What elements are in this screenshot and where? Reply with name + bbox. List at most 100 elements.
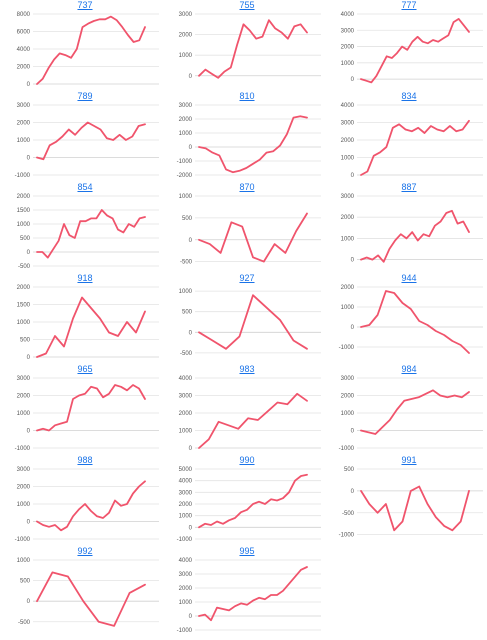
y-tick-label: 2000 — [17, 285, 31, 291]
chart-title-link[interactable]: 991 — [401, 455, 417, 465]
y-tick-label: -500 — [18, 264, 31, 270]
y-tick-label: 3000 — [179, 490, 193, 496]
chart-title-link[interactable]: 984 — [401, 364, 417, 374]
y-tick-label: 2000 — [17, 394, 31, 400]
chart-title-link[interactable]: 988 — [77, 455, 93, 465]
chart-title-link[interactable]: 887 — [401, 182, 417, 192]
y-tick-label: 1000 — [179, 514, 193, 520]
y-tick-label: 3000 — [179, 12, 193, 18]
y-tick-label: 4000 — [179, 558, 193, 564]
y-tick-label: 0 — [189, 74, 193, 80]
line-chart: 3000 2000 1000 0 — [179, 12, 321, 80]
chart-panel-810: 810 3000 2000 1000 0 -1000 -2000 — [167, 91, 327, 181]
y-tick-label: 0 — [27, 82, 31, 88]
y-tick-label: 1000 — [179, 131, 193, 137]
y-tick-label: 0 — [189, 330, 193, 336]
series-line — [198, 294, 308, 350]
y-tick-label: 2000 — [179, 586, 193, 592]
y-tick-label: 2000 — [17, 194, 31, 200]
chart-title-link[interactable]: 927 — [239, 273, 255, 283]
y-tick-label: 2000 — [341, 215, 355, 221]
chart-title-link[interactable]: 918 — [77, 273, 93, 283]
y-tick-label: 1000 — [179, 289, 193, 295]
series-line — [36, 296, 146, 358]
y-tick-label: -1000 — [177, 628, 193, 634]
series-line — [360, 389, 470, 435]
y-tick-label: 6000 — [17, 30, 31, 36]
series-line — [36, 571, 146, 627]
chart-title-link[interactable]: 737 — [77, 0, 93, 10]
y-tick-label: 1000 — [341, 61, 355, 67]
y-tick-label: 4000 — [179, 376, 193, 382]
y-tick-label: 1000 — [341, 236, 355, 242]
y-tick-label: -500 — [18, 620, 31, 626]
chart-title-link[interactable]: 944 — [401, 273, 417, 283]
chart-panel-965: 965 3000 2000 1000 0 -1000 — [5, 364, 165, 454]
y-tick-label: 2000 — [179, 502, 193, 508]
y-tick-label: -1000 — [177, 159, 193, 165]
y-tick-label: 4000 — [17, 47, 31, 53]
series-line — [36, 384, 146, 432]
y-tick-label: 0 — [351, 258, 355, 264]
line-chart: 8000 6000 4000 2000 0 — [17, 12, 159, 88]
chart-title-link[interactable]: 992 — [77, 546, 93, 556]
y-tick-label: -1000 — [15, 173, 31, 179]
chart-title-link[interactable]: 834 — [401, 91, 417, 101]
line-chart: 2000 1500 1000 500 0 — [17, 285, 159, 361]
y-tick-label: 1000 — [179, 53, 193, 59]
y-tick-label: 0 — [351, 429, 355, 435]
series-line — [360, 209, 470, 263]
y-tick-label: 4000 — [341, 12, 355, 18]
line-chart: 2000 1000 0 -1000 — [339, 285, 483, 354]
chart-title-link[interactable]: 755 — [239, 0, 255, 10]
chart-panel-789: 789 3000 2000 1000 0 -1000 — [5, 91, 165, 181]
chart-panel-991: 991 500 0 -500 -1000 — [329, 455, 487, 545]
y-tick-label: 1500 — [17, 208, 31, 214]
y-tick-label: 0 — [27, 355, 31, 361]
chart-panel-988: 988 3000 2000 1000 0 -1000 — [5, 455, 165, 545]
y-tick-label: -1000 — [339, 345, 355, 351]
chart-title-link[interactable]: 983 — [239, 364, 255, 374]
chart-title-link[interactable]: 777 — [401, 0, 417, 10]
y-tick-label: 1000 — [17, 411, 31, 417]
y-tick-label: 3000 — [179, 572, 193, 578]
y-tick-label: -500 — [180, 260, 193, 266]
y-tick-label: 3000 — [17, 376, 31, 382]
line-chart: 500 0 -500 -1000 — [339, 467, 483, 539]
y-tick-label: 1000 — [179, 429, 193, 435]
y-tick-label: 500 — [20, 236, 31, 242]
chart-title-link[interactable]: 995 — [239, 546, 255, 556]
y-tick-label: 2000 — [341, 45, 355, 51]
chart-panel-737: 737 8000 6000 4000 2000 0 — [5, 0, 165, 90]
y-tick-label: 2000 — [17, 121, 31, 127]
chart-title-link[interactable]: 965 — [77, 364, 93, 374]
y-tick-label: 1000 — [17, 222, 31, 228]
y-tick-label: 1000 — [341, 156, 355, 162]
y-tick-label: 1000 — [17, 138, 31, 144]
chart-panel-854: 854 2000 1500 1000 500 0 -500 — [5, 182, 165, 272]
y-tick-label: 0 — [27, 250, 31, 256]
chart-panel-984: 984 3000 2000 1000 0 -1000 — [329, 364, 487, 454]
y-tick-label: 500 — [182, 216, 193, 222]
series-line — [198, 566, 308, 622]
line-chart: 5000 4000 3000 2000 1000 0 -1000 — [177, 467, 321, 543]
y-tick-label: 0 — [27, 429, 31, 435]
y-tick-label: -500 — [342, 511, 355, 517]
chart-title-link[interactable]: 789 — [77, 91, 93, 101]
chart-title-link[interactable]: 870 — [239, 182, 255, 192]
chart-panel-944: 944 2000 1000 0 -1000 — [329, 273, 487, 363]
y-tick-label: 0 — [351, 325, 355, 331]
line-chart: 4000 3000 2000 1000 0 — [179, 376, 321, 452]
y-tick-label: 2000 — [17, 485, 31, 491]
y-tick-label: 3000 — [341, 194, 355, 200]
y-tick-label: 4000 — [179, 479, 193, 485]
y-tick-label: 1000 — [17, 320, 31, 326]
y-tick-label: -2000 — [177, 173, 193, 179]
series-line — [360, 485, 470, 532]
series-line — [198, 19, 308, 79]
chart-title-link[interactable]: 810 — [239, 91, 255, 101]
chart-title-link[interactable]: 990 — [239, 455, 255, 465]
y-tick-label: 500 — [344, 467, 355, 473]
chart-title-link[interactable]: 854 — [77, 182, 93, 192]
